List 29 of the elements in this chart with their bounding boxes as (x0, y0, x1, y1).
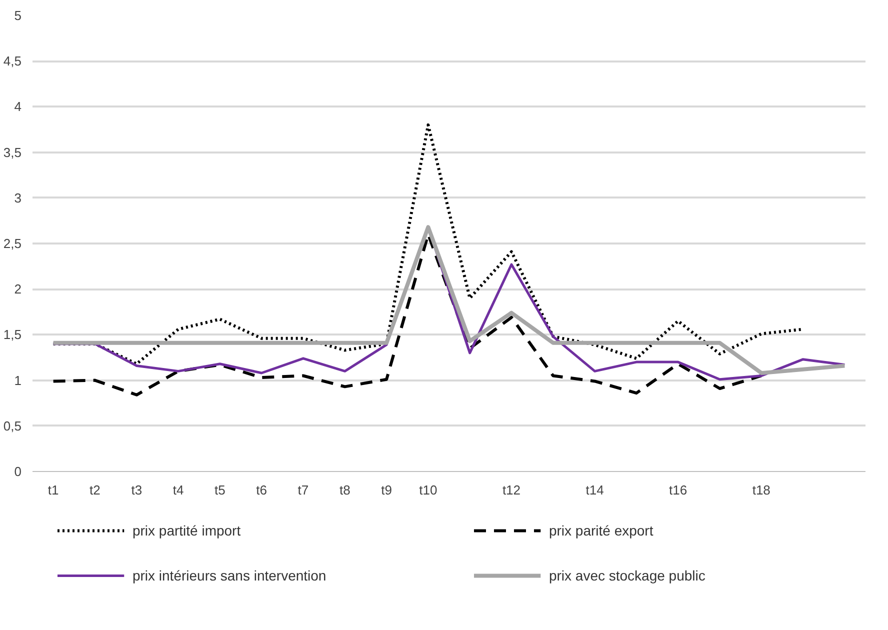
x-tick-label: t12 (502, 482, 521, 498)
y-tick-label: 1 (14, 372, 22, 388)
legend-label: prix avec stockage public (548, 568, 706, 584)
x-tick-label: t8 (339, 482, 350, 498)
y-tick-label: 2 (14, 282, 22, 297)
x-tick-label: t3 (131, 482, 142, 498)
legend-label: prix partité import (132, 522, 241, 539)
x-tick-label: t2 (90, 482, 100, 498)
x-tick-label: t5 (214, 482, 226, 498)
x-tick-label: t7 (298, 482, 309, 498)
y-tick-label: 5 (14, 8, 22, 23)
x-tick-label: t9 (381, 482, 392, 498)
x-tick-label: t10 (419, 482, 438, 498)
x-tick-label: t6 (256, 482, 267, 498)
y-tick-label: 4,5 (3, 54, 22, 69)
y-tick-label: 2,5 (3, 236, 22, 251)
x-tick-label: t18 (752, 482, 770, 498)
legend-label: prix parité export (548, 522, 654, 539)
y-tick-label: 3 (14, 190, 22, 206)
y-tick-label: 1,5 (3, 327, 22, 342)
x-tick-label: t16 (669, 482, 688, 498)
y-tick-label: 0 (14, 464, 22, 479)
x-tick-label: t4 (172, 482, 184, 498)
x-tick-label: t14 (586, 482, 604, 498)
y-tick-label: 4 (14, 99, 22, 114)
y-tick-label: 3,5 (3, 144, 22, 160)
x-tick-label: t1 (48, 482, 59, 498)
legend-label: prix intérieurs sans intervention (132, 568, 326, 584)
y-tick-label: 0,5 (3, 418, 22, 434)
